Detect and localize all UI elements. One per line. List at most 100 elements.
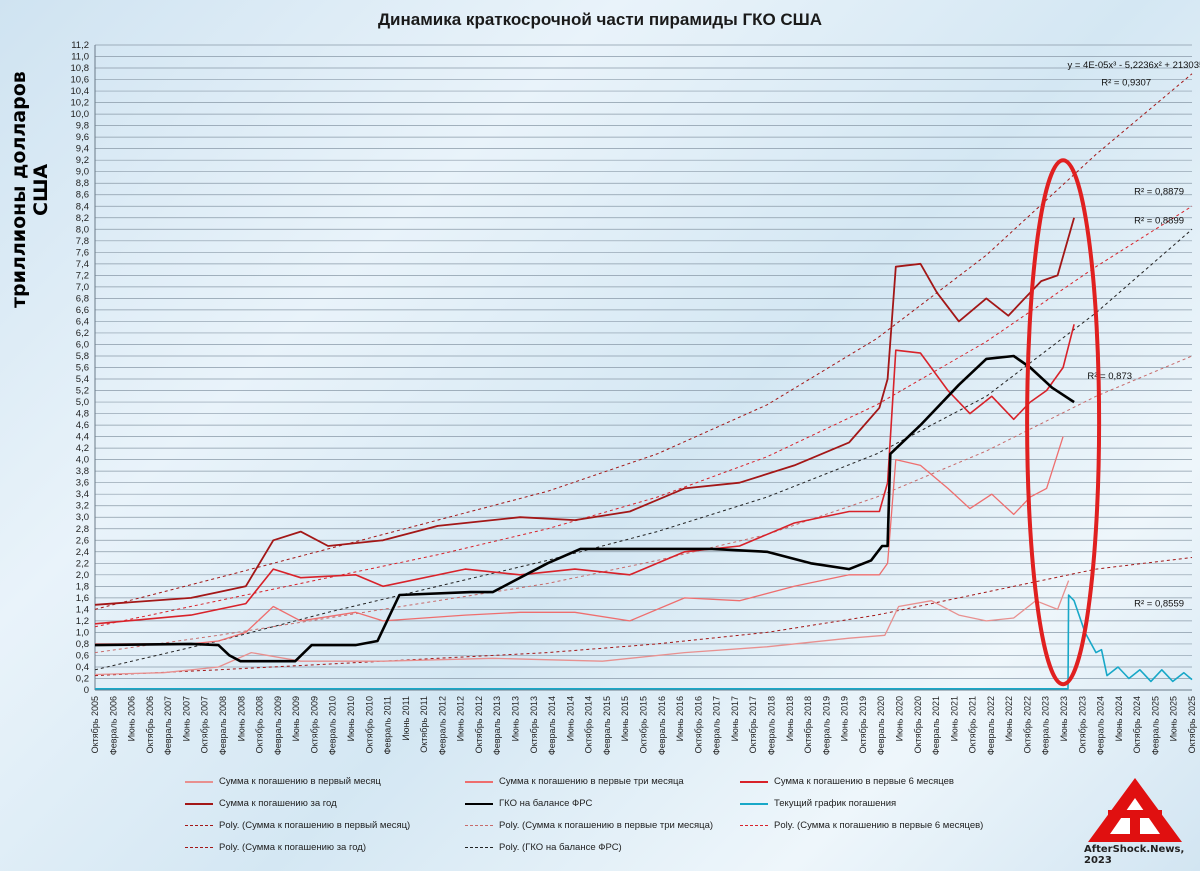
legend-swatch <box>740 780 768 783</box>
y-tick-label: 3,6 <box>76 478 89 489</box>
chart-title: Динамика краткосрочной части пирамиды ГК… <box>377 10 823 29</box>
y-tick-label: 2,0 <box>76 570 89 581</box>
highlight-ellipse <box>1025 158 1102 687</box>
x-tick-label: Февраль 2020 <box>876 696 886 755</box>
legend-item: Сумма к погашению за год <box>185 798 337 809</box>
annotation-label: R² = 0,873 <box>1087 371 1132 382</box>
y-tick-label: 2,6 <box>76 535 89 546</box>
y-tick-label: 8,4 <box>76 201 89 212</box>
x-tick-label: Февраль 2018 <box>766 696 776 755</box>
x-tick-label: Февраль 2011 <box>383 696 393 754</box>
series-line <box>95 436 1064 645</box>
x-tick-label: Июнь 2021 <box>949 696 959 741</box>
y-tick-label: 9,4 <box>76 144 89 155</box>
x-tick-label: Октябрь 2019 <box>858 696 868 753</box>
y-tick-label: 2,4 <box>76 547 89 558</box>
x-tick-label: Июнь 2022 <box>1004 696 1014 741</box>
legend-swatch <box>465 825 493 826</box>
x-tick-label: Октябрь 2018 <box>803 696 813 753</box>
y-tick-label: 4,0 <box>76 455 89 466</box>
y-tick-label: 7,0 <box>76 282 89 293</box>
y-tick-label: 8,8 <box>76 178 89 189</box>
series-lines <box>94 73 1193 690</box>
x-tick-label: Февраль 2013 <box>492 696 502 755</box>
y-tick-label: 0,2 <box>76 673 89 684</box>
x-tick-label: Июнь 2017 <box>730 696 740 741</box>
y-tick-label: 9,6 <box>76 132 89 143</box>
x-tick-label: Июнь 2024 <box>1114 696 1124 741</box>
legend-label: Сумма к погашению в первые 6 месяцев <box>774 776 954 787</box>
legend-label: Poly. (Сумма к погашению в первые три ме… <box>499 820 714 831</box>
y-tick-label: 10,6 <box>71 75 90 86</box>
legend-label: Poly. (ГКО на балансе ФРС) <box>499 842 622 853</box>
series-line <box>94 217 1075 606</box>
x-tick-label: Октябрь 2006 <box>145 696 155 753</box>
x-tick-label: Октябрь 2017 <box>748 696 758 753</box>
x-tick-label: Февраль 2024 <box>1096 696 1106 755</box>
x-tick-label: Февраль 2012 <box>437 696 447 755</box>
legend-swatch <box>740 802 768 805</box>
legend-item: Poly. (Сумма к погашению в первые 6 меся… <box>740 820 983 831</box>
x-tick-label: Июнь 2020 <box>894 696 904 741</box>
series-line <box>94 557 1193 677</box>
legend-swatch <box>185 847 213 848</box>
annotation-label: R² = 0,8879 <box>1134 187 1184 198</box>
y-tick-label: 2,8 <box>76 524 89 535</box>
x-tick-label: Октябрь 2025 <box>1187 696 1197 753</box>
x-tick-label: Июнь 2006 <box>127 696 137 741</box>
legend-item: Сумма к погашению в первые 6 месяцев <box>740 776 954 787</box>
legend-label: Сумма к погашению в первые три месяца <box>499 776 684 787</box>
legend-item: Сумма к погашению в первые три месяца <box>465 776 684 787</box>
y-tick-label: 10,0 <box>71 109 90 120</box>
x-tick-label: Октябрь 2021 <box>968 696 978 753</box>
y-tick-label: 3,8 <box>76 466 89 477</box>
x-tick-label: Октябрь 2015 <box>639 696 649 753</box>
legend-swatch <box>185 802 213 805</box>
legend-label: Сумма к погашению в первый месяц <box>219 776 381 787</box>
y-tick-label: 9,8 <box>76 121 89 132</box>
y-tick-label: 1,8 <box>76 581 89 592</box>
y-tick-label: 0,8 <box>76 639 89 650</box>
y-tick-label: 1,2 <box>76 616 89 627</box>
x-tick-label: Октябрь 2009 <box>309 696 319 753</box>
y-tick-label: 4,8 <box>76 409 89 420</box>
x-tick-label: Октябрь 2023 <box>1077 696 1087 753</box>
series-line <box>94 324 1075 625</box>
legend-item: Poly. (ГКО на балансе ФРС) <box>465 842 622 853</box>
x-tick-label: Июнь 2025 <box>1169 696 1179 741</box>
y-tick-labels: 00,20,40,60,81,01,21,41,61,82,02,22,42,6… <box>71 40 90 696</box>
y-tick-label: 7,8 <box>76 236 89 247</box>
y-tick-label: 5,4 <box>76 374 89 385</box>
y-tick-label: 7,6 <box>76 247 89 258</box>
y-tick-label: 3,0 <box>76 512 89 523</box>
x-tick-label: Октябрь 2007 <box>200 696 210 753</box>
series-line <box>94 354 1075 663</box>
y-tick-label: 9,0 <box>76 167 89 178</box>
x-tick-label: Февраль 2019 <box>821 696 831 755</box>
x-tick-label: Февраль 2010 <box>328 696 338 755</box>
x-tick-label: Октябрь 2013 <box>529 696 539 753</box>
y-tick-label: 6,8 <box>76 293 89 304</box>
series-line <box>94 228 1193 671</box>
x-tick-label: Июнь 2008 <box>236 696 246 741</box>
x-tick-label: Июнь 2011 <box>401 696 411 741</box>
x-tick-label: Февраль 2009 <box>273 696 283 755</box>
grid-lines <box>94 44 1192 691</box>
legend-label: Сумма к погашению за год <box>219 798 337 809</box>
x-tick-label: Июнь 2019 <box>840 696 850 741</box>
y-tick-label: 3,4 <box>76 489 89 500</box>
y-tick-label: 8,0 <box>76 224 89 235</box>
y-tick-label: 1,6 <box>76 593 89 604</box>
y-tick-label: 4,2 <box>76 443 89 454</box>
y-tick-label: 5,0 <box>76 397 89 408</box>
y-tick-label: 6,2 <box>76 328 89 339</box>
series-line <box>94 73 1193 610</box>
annotations: y = 4E-05x³ - 5,2236x² + 213035x - 3E+09… <box>1067 60 1200 609</box>
x-tick-label: Июнь 2016 <box>675 696 685 741</box>
annotation-label: y = 4E-05x³ - 5,2236x² + 213035x - 3E+09 <box>1067 60 1200 71</box>
legend-label: Текущий график погашения <box>774 798 897 809</box>
y-tick-label: 5,6 <box>76 363 89 374</box>
x-tick-label: Октябрь 2014 <box>584 696 594 753</box>
y-tick-label: 1,0 <box>76 627 89 638</box>
y-tick-label: 10,4 <box>71 86 90 97</box>
